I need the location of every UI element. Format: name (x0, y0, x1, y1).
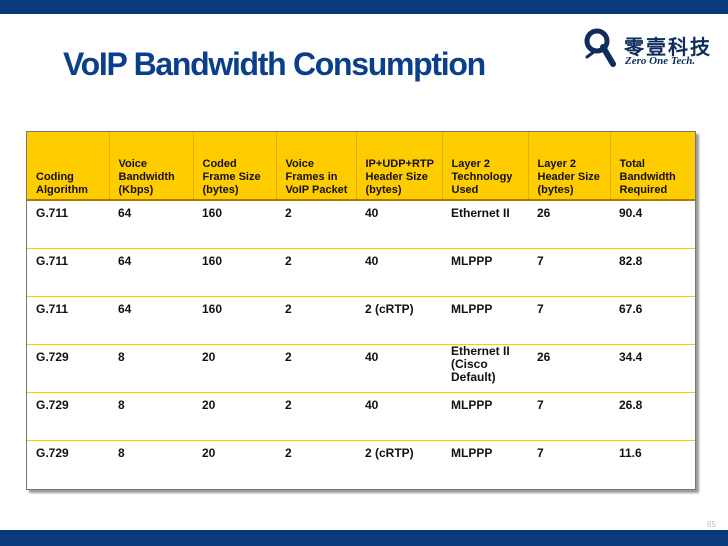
cell-layer2-header-size: 7 (528, 440, 610, 489)
cell-layer2-technology: MLPPP (442, 247, 528, 297)
cell-ip-udp-rtp-size: 40 (356, 198, 442, 249)
cell-voice-frames: 2 (276, 343, 356, 393)
cell-layer2-header-size: 26 (528, 343, 610, 393)
cell-total-bandwidth: 34.4 (610, 343, 695, 393)
cell-total-bandwidth: 67.6 (610, 295, 695, 345)
header-coded-frame-size: Coded Frame Size (bytes) (192, 132, 276, 200)
table-row: G.729 8 20 2 40 Ethernet II (Cisco Defau… (27, 343, 695, 393)
header-layer2-header-size: Layer 2 Header Size (bytes) (527, 132, 610, 200)
cell-coding-algorithm: G.729 (27, 392, 109, 441)
cell-coding-algorithm: G.711 (27, 295, 109, 345)
cell-voice-frames: 2 (276, 440, 356, 489)
cell-ip-udp-rtp-size: 40 (356, 247, 442, 297)
header-voice-frames: Voice Frames in VoIP Packet (275, 132, 356, 200)
logo-chinese-name: 零壹科技 (624, 35, 712, 59)
cell-voice-frames: 2 (276, 198, 356, 249)
cell-layer2-technology: MLPPP (442, 295, 528, 345)
header-total-bandwidth: Total Bandwidth Required (609, 132, 695, 200)
cell-total-bandwidth: 90.4 (610, 198, 695, 249)
cell-coded-frame-size: 160 (193, 247, 276, 297)
cell-ip-udp-rtp-size: 40 (356, 392, 442, 441)
table-row: G.729 8 20 2 2 (cRTP) MLPPP 7 11.6 (27, 440, 695, 489)
header-layer2-technology: Layer 2 Technology Used (441, 132, 528, 200)
header-ip-udp-rtp-size: IP+UDP+RTP Header Size (bytes) (355, 132, 442, 200)
cell-coding-algorithm: G.711 (27, 247, 109, 297)
cell-coded-frame-size: 160 (193, 295, 276, 345)
table-header-row: Coding Algorithm Voice Bandwidth (Kbps) … (27, 132, 695, 200)
logo-english-name: Zero One Tech. (625, 55, 696, 67)
cell-voice-frames: 2 (276, 247, 356, 297)
cell-ip-udp-rtp-size: 2 (cRTP) (356, 440, 442, 489)
company-logo: 零壹科技 Zero One Tech. (583, 27, 723, 77)
cell-coded-frame-size: 20 (193, 440, 276, 489)
table-row: G.729 8 20 2 40 MLPPP 7 26.8 (27, 392, 695, 441)
cell-layer2-technology: Ethernet II (Cisco Default) (442, 343, 528, 393)
cell-layer2-header-size: 26 (528, 198, 610, 249)
bottom-bar (0, 530, 728, 546)
header-coding-algorithm: Coding Algorithm (27, 132, 109, 200)
top-bar (0, 0, 728, 14)
cell-ip-udp-rtp-size: 40 (356, 343, 442, 393)
slide-title: VoIP Bandwidth Consumption (63, 46, 486, 82)
header-voice-bandwidth: Voice Bandwidth (Kbps) (108, 132, 193, 200)
cell-layer2-header-size: 7 (528, 247, 610, 297)
cell-layer2-technology: Ethernet II (442, 198, 528, 249)
cell-layer2-technology: MLPPP (442, 440, 528, 489)
cell-coding-algorithm: G.729 (27, 343, 109, 393)
cell-voice-frames: 2 (276, 295, 356, 345)
cell-voice-bandwidth: 8 (109, 343, 193, 393)
cell-voice-bandwidth: 64 (109, 247, 193, 297)
cell-voice-frames: 2 (276, 392, 356, 441)
cell-voice-bandwidth: 64 (109, 295, 193, 345)
cell-voice-bandwidth: 8 (109, 392, 193, 441)
table-row: G.711 64 160 2 40 MLPPP 7 82.8 (27, 247, 695, 297)
cell-layer2-header-size: 7 (528, 392, 610, 441)
logo-mark-icon (584, 28, 616, 67)
cell-coded-frame-size: 20 (193, 343, 276, 393)
table-row: G.711 64 160 2 40 Ethernet II 26 90.4 (27, 198, 695, 249)
cell-coded-frame-size: 160 (193, 198, 276, 249)
table-row: G.711 64 160 2 2 (cRTP) MLPPP 7 67.6 (27, 295, 695, 345)
cell-coded-frame-size: 20 (193, 392, 276, 441)
cell-coding-algorithm: G.711 (27, 198, 109, 249)
cell-voice-bandwidth: 8 (109, 440, 193, 489)
cell-total-bandwidth: 11.6 (610, 440, 695, 489)
cell-voice-bandwidth: 64 (109, 198, 193, 249)
cell-total-bandwidth: 26.8 (610, 392, 695, 441)
cell-coding-algorithm: G.729 (27, 440, 109, 489)
cell-layer2-header-size: 7 (528, 295, 610, 345)
bandwidth-table: Coding Algorithm Voice Bandwidth (Kbps) … (26, 131, 696, 490)
cell-layer2-technology: MLPPP (442, 392, 528, 441)
cell-total-bandwidth: 82.8 (610, 247, 695, 297)
cell-ip-udp-rtp-size: 2 (cRTP) (356, 295, 442, 345)
page-number: 65 (707, 520, 716, 529)
